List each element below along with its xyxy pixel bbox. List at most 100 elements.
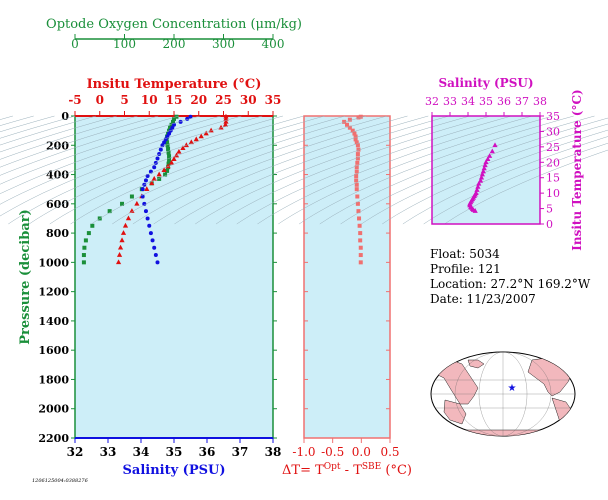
ts-isopycnal — [340, 117, 608, 225]
temperature-point — [151, 175, 157, 181]
oxygen-point — [165, 168, 170, 173]
salinity-point — [143, 209, 148, 214]
delta-point — [358, 238, 363, 243]
delta-point — [355, 152, 360, 157]
ts-salinity-tick-label: 35 — [479, 95, 493, 108]
salinity-point — [160, 143, 165, 148]
oxygen-point — [83, 238, 88, 243]
oxygen-point — [163, 172, 168, 177]
oxygen-tick-label: 100 — [113, 37, 136, 51]
ts-isopycnal — [0, 115, 34, 126]
ts-temperature-tick-label: 30 — [546, 125, 560, 138]
float-info: Float: 5034 Profile: 121 Location: 27.2°… — [430, 247, 591, 306]
ts-salinity-label: Salinity (PSU) — [438, 76, 533, 90]
ts-salinity-tick-label: 33 — [443, 95, 457, 108]
delta-tick-label: 0.0 — [352, 445, 371, 459]
ts-salinity-tick-label: 37 — [515, 95, 529, 108]
oxygen-point — [81, 260, 86, 265]
ts-isopycnal — [132, 115, 408, 225]
ts-isopycnal — [91, 115, 367, 225]
delta-label-sup1: Opt — [324, 462, 341, 472]
salinity-point — [150, 238, 155, 243]
oxygen-point — [169, 122, 174, 127]
pressure-axis-label: Pressure (decibar) — [18, 209, 33, 345]
ts-temperature-tick-label: 15 — [546, 172, 560, 185]
float-number: Float: 5034 — [430, 247, 500, 261]
temperature-point — [193, 136, 199, 142]
ts-isopycnal — [0, 115, 263, 217]
oxygen-point — [86, 231, 91, 236]
ts-isopycnal — [174, 115, 450, 225]
temperature-tick-label: 30 — [240, 93, 257, 107]
delta-point — [355, 156, 360, 161]
ts-point — [480, 168, 486, 174]
salinity-point — [153, 253, 158, 258]
profile-number: Profile: 121 — [430, 262, 501, 276]
salinity-point — [162, 140, 167, 145]
salinity-point — [158, 147, 163, 152]
ts-point — [478, 177, 484, 183]
oxygen-point — [165, 143, 170, 148]
ts-point — [474, 187, 480, 192]
ts-point — [487, 153, 493, 158]
date: Date: 11/23/2007 — [430, 292, 536, 306]
delta-point — [354, 165, 359, 170]
delta-point — [356, 147, 361, 152]
delta-point — [356, 115, 361, 120]
salinity-point — [152, 245, 157, 250]
temperature-tick-label: 25 — [215, 93, 232, 107]
temperature-point — [149, 180, 155, 186]
temperature-point — [134, 200, 140, 206]
salinity-tick-label: 36 — [199, 445, 216, 459]
temperature-point — [129, 208, 135, 213]
delta-point — [358, 114, 363, 119]
salinity-point — [163, 137, 168, 142]
pressure-tick-label: 1400 — [38, 315, 69, 328]
map-antarctica — [451, 429, 556, 436]
delta-label-start: ΔT= T — [282, 463, 324, 478]
oxygen-tick-label: 400 — [262, 37, 285, 51]
ts-isopycnal — [319, 115, 595, 225]
pressure-tick-label: 2200 — [38, 432, 69, 445]
ts-isopycnal — [444, 149, 608, 225]
ts-isopycnal — [298, 115, 574, 225]
ts-salinity-tick-label: 36 — [497, 95, 511, 108]
ts-isopycnal — [0, 115, 180, 176]
ts-isopycnal — [8, 115, 283, 225]
oxygen-point — [168, 125, 173, 130]
oxygen-point — [166, 150, 171, 155]
delta-plot-ticks: -1.0 -0.5 0.0 0.5 — [292, 115, 400, 459]
salinity-point — [148, 231, 153, 236]
temperature-point — [171, 156, 177, 161]
oxygen-point — [81, 253, 86, 258]
salinity-point — [155, 156, 160, 161]
salinity-tick-label: 38 — [265, 445, 282, 459]
ts-isopycnal — [0, 115, 159, 168]
salinity-tick-label: 32 — [67, 445, 84, 459]
delta-point — [357, 216, 362, 221]
oxygen-point — [166, 146, 171, 151]
temperature-point — [203, 130, 209, 136]
ts-temperature-label: Insitu Temperature (°C) — [570, 89, 584, 250]
pressure-tick-label: 1600 — [38, 344, 69, 357]
ts-isopycnal — [361, 123, 608, 225]
pressure-tick-label: 0 — [61, 110, 69, 123]
temperature-axis-label: Insitu Temperature (°C) — [87, 77, 262, 92]
delta-point — [357, 223, 362, 228]
ts-temperature-tick-label: 20 — [546, 156, 560, 169]
delta-point — [342, 119, 347, 124]
oxygen-point — [165, 140, 170, 145]
ts-point — [479, 171, 485, 177]
ts-isopycnal — [382, 129, 608, 225]
oxygen-tick-label: 300 — [212, 37, 235, 51]
pressure-tick-label: 400 — [46, 169, 69, 182]
ts-plot-ticks: 32 33 34 35 36 37 38 0 5 10 15 20 25 30 35 — [425, 95, 560, 231]
salinity-tick-label: 35 — [166, 445, 183, 459]
delta-point — [352, 131, 357, 136]
oxygen-point — [171, 119, 176, 124]
delta-point — [354, 169, 359, 174]
temperature-point — [176, 148, 182, 154]
pressure-tick-label: 200 — [46, 139, 69, 152]
delta-point — [355, 143, 360, 148]
oxygen-point — [82, 245, 87, 250]
